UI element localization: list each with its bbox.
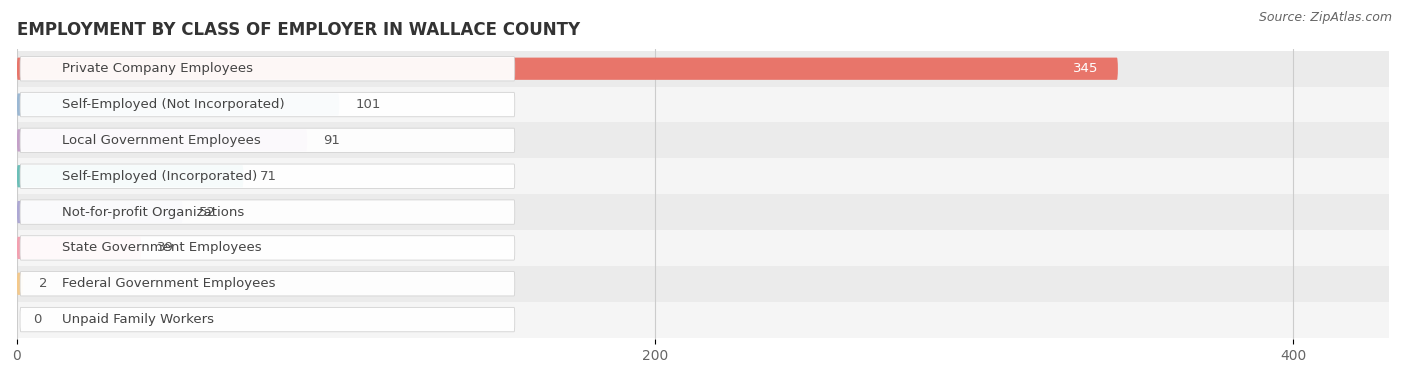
FancyBboxPatch shape	[20, 200, 515, 224]
Text: Not-for-profit Organizations: Not-for-profit Organizations	[62, 205, 243, 219]
Bar	[17, 266, 1389, 302]
FancyBboxPatch shape	[17, 165, 243, 187]
Bar	[17, 302, 1389, 337]
Bar	[17, 158, 1389, 194]
FancyBboxPatch shape	[20, 271, 515, 296]
Text: State Government Employees: State Government Employees	[62, 241, 262, 254]
Text: EMPLOYMENT BY CLASS OF EMPLOYER IN WALLACE COUNTY: EMPLOYMENT BY CLASS OF EMPLOYER IN WALLA…	[17, 21, 581, 39]
FancyBboxPatch shape	[17, 201, 183, 223]
Text: Source: ZipAtlas.com: Source: ZipAtlas.com	[1258, 11, 1392, 24]
Text: 0: 0	[32, 313, 41, 326]
Bar	[17, 87, 1389, 123]
Text: 345: 345	[1073, 62, 1098, 75]
Bar	[17, 123, 1389, 158]
Bar	[17, 194, 1389, 230]
Text: Self-Employed (Not Incorporated): Self-Employed (Not Incorporated)	[62, 98, 284, 111]
Text: Unpaid Family Workers: Unpaid Family Workers	[62, 313, 214, 326]
Text: 39: 39	[157, 241, 174, 254]
FancyBboxPatch shape	[20, 92, 515, 117]
Text: Self-Employed (Incorporated): Self-Employed (Incorporated)	[62, 170, 257, 183]
Text: Federal Government Employees: Federal Government Employees	[62, 277, 276, 290]
Bar	[17, 51, 1389, 87]
FancyBboxPatch shape	[17, 93, 339, 116]
Text: 52: 52	[198, 205, 215, 219]
Text: Local Government Employees: Local Government Employees	[62, 134, 260, 147]
Bar	[17, 230, 1389, 266]
FancyBboxPatch shape	[17, 237, 142, 259]
Text: 101: 101	[356, 98, 381, 111]
Text: 91: 91	[323, 134, 340, 147]
Text: 2: 2	[39, 277, 48, 290]
FancyBboxPatch shape	[20, 57, 515, 81]
FancyBboxPatch shape	[20, 236, 515, 260]
FancyBboxPatch shape	[17, 273, 24, 295]
FancyBboxPatch shape	[17, 58, 1118, 80]
FancyBboxPatch shape	[17, 129, 308, 152]
Text: Private Company Employees: Private Company Employees	[62, 62, 253, 75]
FancyBboxPatch shape	[20, 307, 515, 332]
Text: 71: 71	[260, 170, 277, 183]
FancyBboxPatch shape	[20, 164, 515, 188]
FancyBboxPatch shape	[20, 128, 515, 153]
